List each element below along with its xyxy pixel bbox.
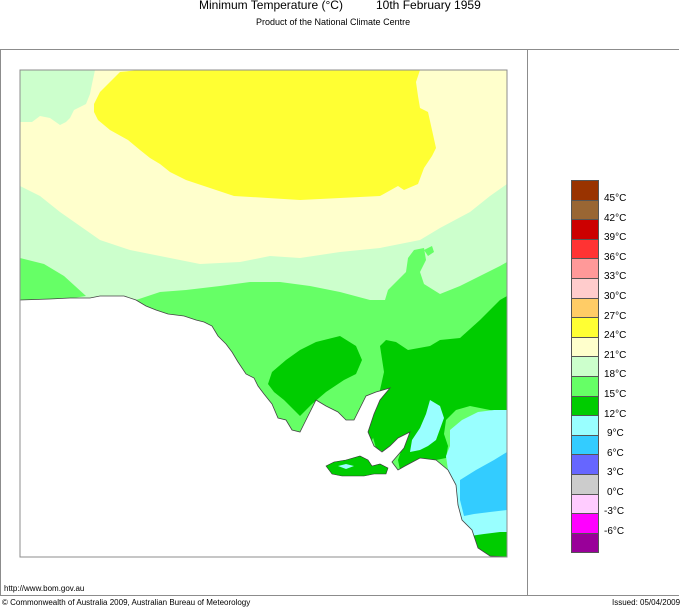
map-frame bbox=[0, 49, 679, 596]
map-border bbox=[19, 69, 508, 558]
chart-title: Minimum Temperature (°C) 10th February 1… bbox=[0, 0, 680, 14]
legend-swatch bbox=[571, 454, 599, 474]
legend-label: 21°C bbox=[604, 350, 627, 361]
legend-label: 42°C bbox=[604, 213, 627, 224]
subtitle: Product of the National Climate Centre bbox=[256, 17, 411, 27]
legend-swatch bbox=[571, 375, 599, 396]
temperature-legend bbox=[571, 180, 599, 554]
legend-swatch bbox=[571, 532, 599, 554]
kangaroo-island bbox=[325, 455, 389, 477]
legend-label: 3°C bbox=[607, 467, 624, 478]
legend-swatch bbox=[571, 219, 599, 239]
title-date: 10th February 1959 bbox=[376, 0, 481, 12]
legend-swatch bbox=[571, 395, 599, 416]
legend-swatch bbox=[571, 317, 599, 337]
legend-label: 33°C bbox=[604, 271, 627, 282]
legend-swatch bbox=[571, 277, 599, 298]
coastline bbox=[19, 295, 508, 558]
legend-swatch bbox=[571, 493, 599, 514]
legend-label: 12°C bbox=[604, 409, 627, 420]
legend-label: 27°C bbox=[604, 311, 627, 322]
legend-divider bbox=[527, 49, 528, 596]
legend-swatch bbox=[571, 336, 599, 357]
legend-swatch bbox=[571, 434, 599, 455]
legend-label: 0°C bbox=[607, 487, 624, 498]
legend-swatch bbox=[571, 473, 599, 494]
legend-label: 36°C bbox=[604, 252, 627, 263]
copyright: © Commonwealth of Australia 2009, Austra… bbox=[2, 598, 251, 607]
legend-swatch bbox=[571, 238, 599, 259]
legend-swatch bbox=[571, 356, 599, 376]
legend-label: 18°C bbox=[604, 369, 627, 380]
legend-label: -6°C bbox=[604, 526, 625, 537]
legend-label: 24°C bbox=[604, 330, 627, 341]
title-variable: Minimum Temperature (°C) bbox=[199, 0, 343, 12]
legend-label: 45°C bbox=[604, 193, 627, 204]
legend-swatch bbox=[571, 258, 599, 278]
legend-label: 39°C bbox=[604, 232, 627, 243]
legend-label: 15°C bbox=[604, 389, 627, 400]
legend-swatch bbox=[571, 180, 599, 200]
legend-swatch bbox=[571, 415, 599, 435]
source-url: http://www.bom.gov.au bbox=[4, 584, 85, 593]
legend-label: -3°C bbox=[604, 506, 625, 517]
legend-swatch bbox=[571, 297, 599, 318]
legend-swatch bbox=[571, 513, 599, 533]
legend-label: 6°C bbox=[607, 448, 624, 459]
isotherm-bands bbox=[20, 70, 507, 557]
legend-label: 30°C bbox=[604, 291, 627, 302]
legend-swatch bbox=[571, 199, 599, 220]
issued-date: Issued: 05/04/2009 bbox=[612, 598, 680, 607]
legend-label: 9°C bbox=[607, 428, 624, 439]
